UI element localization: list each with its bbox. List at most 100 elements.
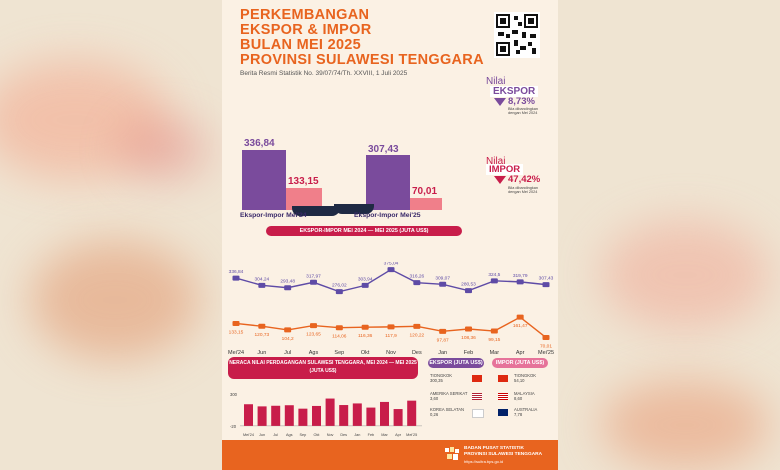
infographic: PERKEMBANGAN EKSPOR & IMPOR BULAN MEI 20… xyxy=(222,0,558,470)
x-tick-label: Jul xyxy=(273,433,278,437)
ekspor-partner-3-value: 0,26 xyxy=(430,412,439,417)
group-label-mei24: Ekspor-Impor Mei'24 xyxy=(240,212,307,219)
y-tick-label: 300 xyxy=(230,392,238,397)
data-point xyxy=(258,323,266,329)
data-label: 99,15 xyxy=(488,337,500,343)
ekspor-partner-2-value: 3,60 xyxy=(430,396,439,401)
impor-mei25-value: 70,01 xyxy=(412,186,438,197)
ship-icon xyxy=(334,204,374,214)
impor-partner-3-country: AUSTRALIA xyxy=(514,407,538,412)
data-point xyxy=(232,275,240,281)
x-tick-label: Sep xyxy=(300,433,307,437)
x-tick-label: Mei'25 xyxy=(406,433,417,437)
x-tick-label: Mei'25 xyxy=(538,350,554,356)
data-point xyxy=(542,335,550,341)
data-label: 324,5 xyxy=(488,272,500,278)
x-tick-label: Mar xyxy=(381,433,388,437)
data-label: 161,47 xyxy=(513,323,528,329)
data-label: 120,22 xyxy=(409,332,424,338)
neraca-bar xyxy=(244,404,253,426)
data-label: 309,07 xyxy=(435,275,450,281)
footer-org-2: PROVINSI SULAWESI TENGGARA xyxy=(464,452,543,457)
title-line-4: PROVINSI SULAWESI TENGGARA xyxy=(240,52,484,68)
impor-mei25-bar xyxy=(410,198,442,210)
usa-flag-icon xyxy=(472,393,482,400)
neraca-bar xyxy=(380,401,389,426)
x-tick-label: Ags xyxy=(309,350,319,356)
x-tick-label: Jun xyxy=(257,350,266,356)
x-tick-label: Jan xyxy=(438,350,447,356)
data-point xyxy=(361,282,369,288)
neraca-bar xyxy=(257,406,267,426)
data-point xyxy=(310,279,317,285)
data-point xyxy=(310,323,317,329)
x-tick-label: Okt xyxy=(314,433,321,437)
subtitle: Berita Resmi Statistik No. 39/07/74/Th. … xyxy=(240,70,408,77)
x-tick-label: Mei'24 xyxy=(243,433,254,437)
australia-flag-icon xyxy=(498,409,508,416)
data-label: 317,97 xyxy=(306,273,321,279)
neraca-bar-chart: 300 -20 Mei'24 Jun Jul Ags Sep Okt Nov Des Jan Feb M… xyxy=(230,392,422,437)
data-point xyxy=(465,288,472,294)
korea-flag-icon xyxy=(472,409,484,418)
title-line-1: PERKEMBANGAN xyxy=(240,7,370,23)
data-point xyxy=(232,320,240,326)
kpi-ekspor-label: EKSPOR xyxy=(490,86,539,97)
data-point xyxy=(490,328,498,334)
arrow-down-icon xyxy=(494,176,506,184)
x-tick-label: Mei'24 xyxy=(228,350,244,356)
ship-icon xyxy=(292,206,340,216)
x-tick-label: Feb xyxy=(464,350,473,356)
x-tick-label: Des xyxy=(340,433,347,437)
ekspor-partner-2-country: AMERIKA SERIKAT xyxy=(430,391,468,396)
impor-partner-2-country: MALAYSIA xyxy=(514,391,535,396)
data-point xyxy=(284,327,292,333)
kpi-impor-value: 47,42% xyxy=(508,174,541,185)
data-point xyxy=(542,282,550,288)
data-label: 70,01 xyxy=(540,344,552,350)
malaysia-flag-icon xyxy=(498,393,508,400)
data-label: 116,36 xyxy=(358,333,373,339)
data-point xyxy=(387,324,395,330)
x-tick-label: Apr xyxy=(395,433,402,437)
kpi-ekspor-value: 8,73% xyxy=(508,96,535,107)
title-line-3: BULAN MEI 2025 xyxy=(240,37,362,53)
data-point xyxy=(387,267,395,273)
impor-partner-3-value: 7,78 xyxy=(514,412,523,417)
x-tick-label: Jun xyxy=(259,433,265,437)
data-label: 114,06 xyxy=(332,334,347,340)
data-label: 123,65 xyxy=(306,332,321,338)
x-tick-label: Jan xyxy=(354,433,360,437)
data-point xyxy=(516,279,524,285)
kpi-impor-nilai: Nilai xyxy=(486,156,506,167)
ekspor-mei25-value: 307,43 xyxy=(368,144,399,155)
data-label: 319,79 xyxy=(513,273,528,279)
kpi-impor-note: Bila dibandingkan dengan Mei 2024 xyxy=(508,186,538,194)
neraca-bar xyxy=(339,405,349,426)
neraca-bar xyxy=(407,400,417,426)
neraca-banner: NERACA NILAI PERDAGANGAN SULAWESI TENGGA… xyxy=(228,357,418,379)
impor-partner-2-value: 8,60 xyxy=(514,396,523,401)
data-point xyxy=(465,326,472,332)
impor-partner-header: IMPOR (JUTA US$) xyxy=(492,358,548,368)
data-label: 293,48 xyxy=(280,279,295,285)
data-point xyxy=(335,289,343,295)
data-point xyxy=(439,328,447,334)
x-tick-label: Mar xyxy=(490,350,500,356)
x-tick-label: Feb xyxy=(368,433,375,437)
x-tick-label: Okt xyxy=(361,350,370,356)
compare-banner: EKSPOR-IMPOR MEI 2024 — MEI 2025 (JUTA U… xyxy=(266,226,462,236)
y-tick-label: -20 xyxy=(230,424,237,429)
data-point xyxy=(335,325,343,331)
data-point xyxy=(516,314,524,320)
data-label: 108,36 xyxy=(461,335,476,341)
data-label: 307,43 xyxy=(539,276,554,282)
neraca-bar xyxy=(312,405,321,426)
ekspor-mei24-value: 336,84 xyxy=(244,138,275,149)
arrow-down-icon xyxy=(494,98,506,106)
data-point xyxy=(439,281,447,287)
footer-org-1: BADAN PUSAT STATISTIK xyxy=(464,446,524,451)
data-label: 276,02 xyxy=(332,283,347,289)
x-tick-label: Des xyxy=(412,350,422,356)
